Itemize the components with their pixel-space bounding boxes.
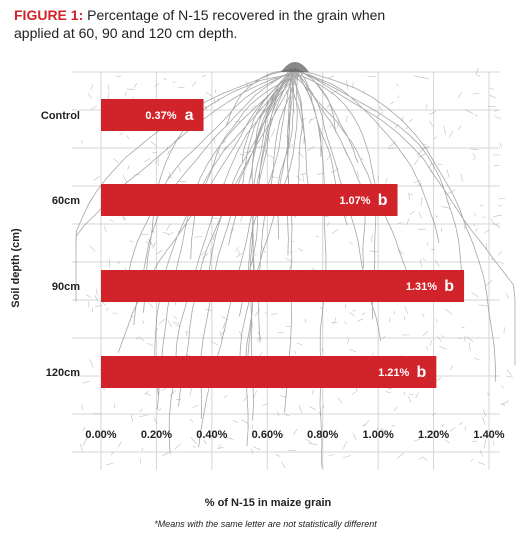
root-hairs: [80, 67, 513, 469]
y-axis-title: Soil depth (cm): [10, 228, 22, 308]
x-tick-label: 0.00%: [85, 429, 116, 441]
bar: [101, 270, 465, 302]
x-tick-label: 0.40%: [196, 429, 227, 441]
category-label: 90cm: [52, 281, 80, 293]
significance-letter: b: [417, 364, 427, 381]
category-labels: Control 60cm 90cm 120cm: [41, 110, 80, 379]
footnote: *Means with the same letter are not stat…: [154, 519, 377, 529]
bar: [101, 99, 204, 131]
bar-value-label: 0.37%: [145, 110, 176, 122]
bar-value-label: 1.21%: [378, 367, 409, 379]
x-tick-label: 1.00%: [363, 429, 394, 441]
x-tick-label: 0.20%: [141, 429, 172, 441]
x-tick-label: 0.60%: [252, 429, 283, 441]
bars: a 0.37% b 1.07% b 1.31% b 1.21%: [101, 99, 465, 388]
x-axis-title: % of N-15 in maize grain: [205, 497, 332, 509]
x-tick-labels: 0.00% 0.20% 0.40% 0.60% 0.80% 1.00% 1.20% 1.40%: [85, 429, 504, 441]
chart-title: FIGURE 1: Percentage of N-15 recovered i…: [14, 6, 414, 42]
category-label: 120cm: [46, 367, 80, 379]
significance-letter: b: [378, 192, 388, 209]
bar: [101, 356, 437, 388]
bar: [101, 184, 398, 216]
significance-letter: b: [444, 278, 454, 295]
x-tick-label: 1.40%: [473, 429, 504, 441]
category-label: Control: [41, 110, 80, 122]
title-text: Percentage of N-15 recovered in the grai…: [14, 7, 386, 41]
bar-value-label: 1.07%: [339, 195, 370, 207]
x-tick-label: 1.20%: [418, 429, 449, 441]
figure-label: FIGURE 1:: [14, 7, 84, 23]
root-crown: [281, 62, 309, 72]
x-tick-label: 0.80%: [307, 429, 338, 441]
category-label: 60cm: [52, 195, 80, 207]
bar-value-label: 1.31%: [406, 281, 437, 293]
significance-letter: a: [185, 107, 194, 124]
